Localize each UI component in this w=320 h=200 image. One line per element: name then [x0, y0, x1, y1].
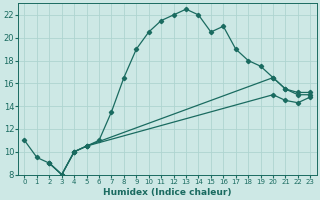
X-axis label: Humidex (Indice chaleur): Humidex (Indice chaleur) [103, 188, 232, 197]
